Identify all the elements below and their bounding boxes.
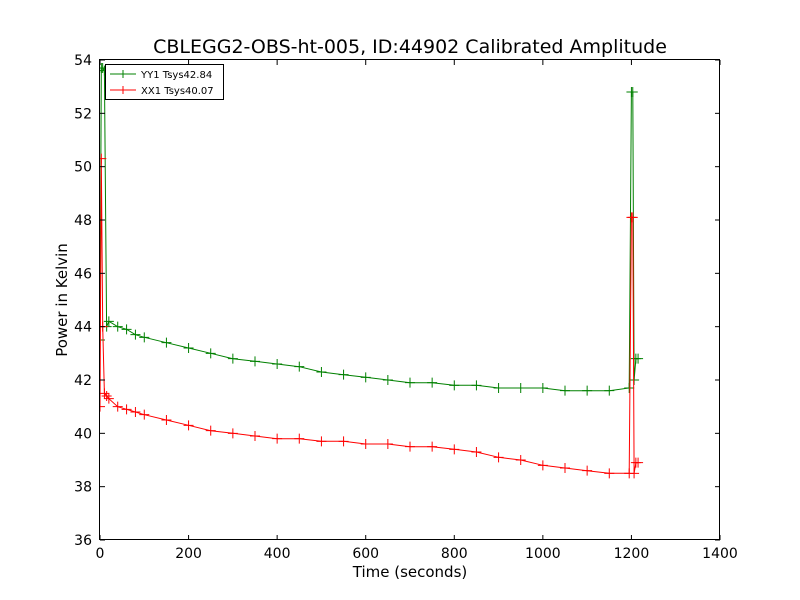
data-point <box>633 457 644 468</box>
legend-marker <box>119 70 127 78</box>
data-point <box>624 383 635 393</box>
data-point <box>316 367 327 377</box>
data-point <box>250 431 260 441</box>
data-point <box>338 436 349 447</box>
x-tick-label: 1200 <box>614 546 650 562</box>
data-point <box>121 324 132 335</box>
data-point <box>627 87 638 97</box>
axis-ticks: 0 200 400 600 800 1000 1200 1400 36 38 40 42 44 46 48 5… <box>74 53 738 562</box>
legend-label: YY1 Tsys42.84 <box>140 70 212 81</box>
data-point <box>582 465 593 476</box>
data-point <box>604 385 615 396</box>
data-point <box>130 329 141 340</box>
data-point <box>537 460 548 471</box>
data-point <box>183 420 194 431</box>
data-point <box>515 383 526 393</box>
data-point <box>560 385 570 396</box>
data-point <box>627 212 638 223</box>
data-point <box>103 316 114 327</box>
y-tick-label: 42 <box>74 373 92 389</box>
data-point <box>112 321 123 332</box>
y-tick-label: 44 <box>74 320 92 336</box>
data-point <box>493 452 504 463</box>
data-point <box>205 348 216 359</box>
y-tick-label: 40 <box>74 426 92 442</box>
data-point <box>130 407 141 417</box>
data-point <box>103 393 114 404</box>
data-point <box>139 332 150 343</box>
x-tick-label: 1000 <box>525 546 561 562</box>
data-point <box>100 401 105 412</box>
data-point <box>427 377 438 388</box>
x-tick-label: 800 <box>441 546 468 562</box>
data-point <box>294 433 305 444</box>
data-point <box>121 404 132 415</box>
data-point <box>250 356 260 367</box>
data-point <box>382 375 393 385</box>
data-point <box>294 361 305 372</box>
data-point <box>227 353 238 364</box>
y-tick-label: 36 <box>74 533 92 549</box>
data-point <box>449 444 460 455</box>
data-point <box>139 409 150 420</box>
legend-marker <box>119 86 127 94</box>
data-point <box>471 447 482 457</box>
data-point <box>205 425 216 436</box>
y-tick-label: 54 <box>74 53 92 69</box>
axes-frame <box>99 59 720 540</box>
y-axis-label: Power in Kelvin <box>53 243 71 357</box>
data-point <box>560 463 570 473</box>
x-axis-label: Time (seconds) <box>352 563 468 581</box>
data-point <box>493 383 504 393</box>
series-line-1 <box>100 67 639 392</box>
y-tick-label: 52 <box>74 106 92 122</box>
data-point <box>101 391 112 401</box>
data-point <box>183 343 194 353</box>
data-point <box>382 439 393 449</box>
data-point <box>515 455 526 465</box>
y-tick-label: 50 <box>74 160 92 176</box>
data-point <box>112 401 123 412</box>
data-point <box>405 441 415 452</box>
data-point <box>100 388 110 399</box>
legend: YY1 Tsys42.84 XX1 Tsys40.07 <box>105 64 224 100</box>
data-point <box>360 439 371 449</box>
data-point <box>604 468 615 479</box>
chart-title: CBLEGG2-OBS-ht-005, ID:44902 Calibrated … <box>153 36 667 58</box>
legend-label: XX1 Tsys40.07 <box>141 86 214 97</box>
legend-box <box>105 64 224 100</box>
y-tick-label: 46 <box>74 266 92 282</box>
x-tick-label: 0 <box>96 546 105 562</box>
x-tick-label: 600 <box>352 546 379 562</box>
y-tick-label: 38 <box>74 480 92 496</box>
plot-area <box>100 63 644 479</box>
data-point <box>360 372 371 383</box>
data-point <box>161 337 172 348</box>
data-point <box>582 385 593 396</box>
data-point <box>449 380 460 391</box>
data-point <box>427 441 438 452</box>
data-point <box>629 468 640 479</box>
data-point <box>471 380 482 391</box>
data-point <box>633 353 644 364</box>
data-point <box>100 153 107 164</box>
x-tick-label: 400 <box>264 546 291 562</box>
x-tick-label: 1400 <box>702 546 738 562</box>
data-point <box>161 415 172 425</box>
data-point <box>272 433 283 444</box>
data-point <box>227 428 238 439</box>
series-line-2 <box>100 158 639 474</box>
y-tick-label: 48 <box>74 213 92 229</box>
data-point <box>537 383 548 393</box>
data-point <box>272 359 283 369</box>
x-tick-label: 200 <box>175 546 202 562</box>
data-point <box>338 369 349 380</box>
data-point <box>405 377 415 388</box>
data-point <box>316 436 327 447</box>
